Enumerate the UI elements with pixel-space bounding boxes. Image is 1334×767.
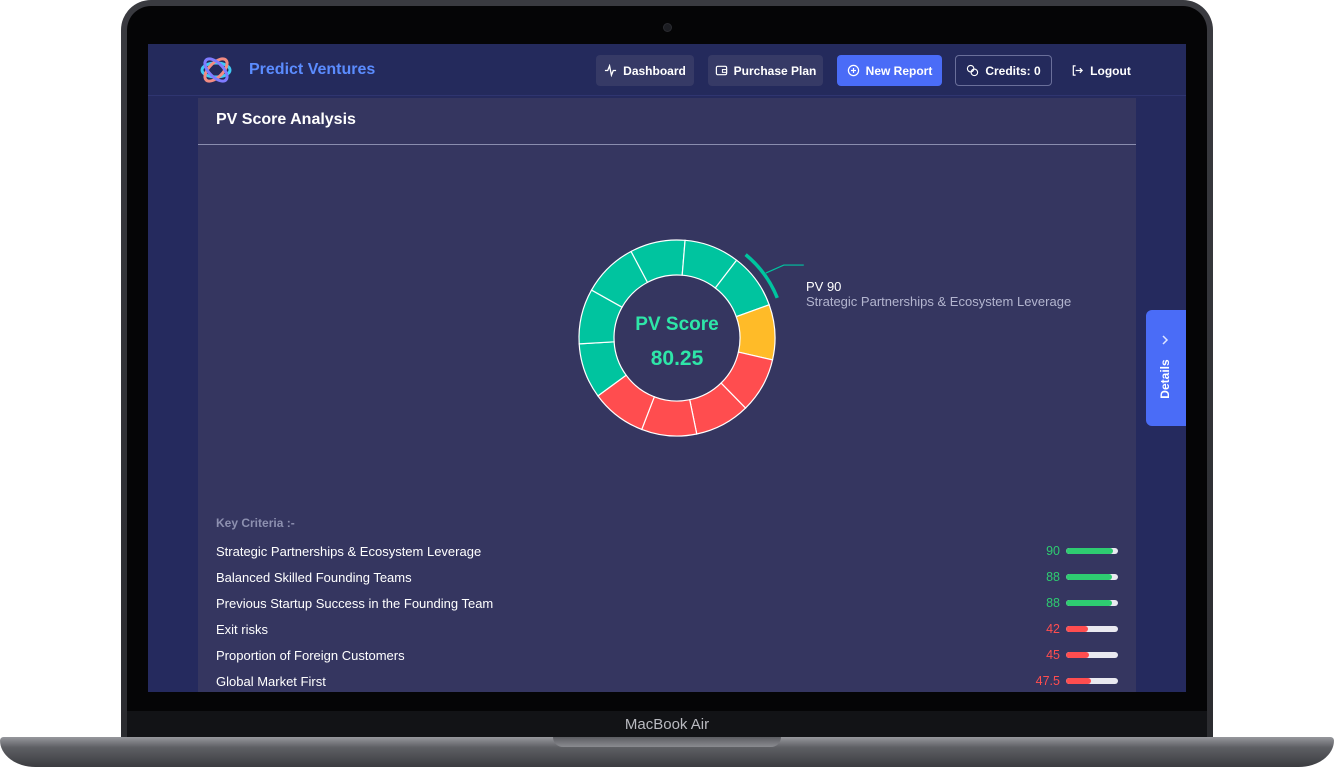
criteria-score: 42 (1046, 622, 1060, 636)
criteria-progress-fill (1066, 574, 1112, 580)
criteria-progress-bar (1066, 548, 1118, 554)
pv-score-gauge: PV Score 80.25 (558, 228, 848, 458)
criteria-name: Global Market First (216, 673, 326, 689)
credits-button[interactable]: Credits: 0 (955, 55, 1052, 86)
criteria-name: Strategic Partnerships & Ecosystem Lever… (216, 543, 482, 559)
gauge-segment[interactable] (590, 250, 649, 309)
new-report-button[interactable]: New Report (837, 55, 942, 86)
criteria-row: Previous Startup Success in the Founding… (216, 590, 1118, 616)
criteria-progress-fill (1066, 652, 1090, 658)
criteria-name: Exit risks (216, 621, 268, 637)
criteria-score: 47.5 (1035, 674, 1060, 688)
criteria-progress-bar (1066, 626, 1118, 632)
criteria-row: Proportion of Foreign Customers 45 (216, 642, 1118, 668)
criteria-progress-fill (1066, 626, 1088, 632)
dashboard-label: Dashboard (623, 63, 686, 78)
brand[interactable]: Predict Ventures (196, 53, 375, 87)
plus-circle-icon (847, 64, 859, 77)
card-title: PV Score Analysis (216, 111, 356, 128)
brand-name: Predict Ventures (249, 61, 376, 78)
criteria-progress-fill (1066, 678, 1091, 684)
divider (198, 144, 1136, 145)
laptop-notch (553, 737, 781, 747)
criteria-row: Exit risks 42 (216, 616, 1118, 642)
purchase-plan-button[interactable]: Purchase Plan (708, 55, 823, 86)
criteria-progress-fill (1066, 548, 1113, 554)
criteria-name: Proportion of Foreign Customers (216, 647, 405, 663)
gauge-value: 80.25 (650, 347, 704, 370)
criteria-row: Global Market First 47.5 (216, 668, 1118, 692)
gauge-active-arc (744, 253, 779, 299)
criteria-row: Strategic Partnerships & Ecosystem Lever… (216, 538, 1118, 564)
gauge-leader-line (765, 264, 804, 274)
criteria-progress-bar (1066, 678, 1118, 684)
criteria-row: Balanced Skilled Founding Teams 88 (216, 564, 1118, 590)
top-navbar: Predict Ventures Dashboard Purchase Plan… (148, 44, 1186, 96)
camera-icon (664, 24, 671, 31)
credits-label: Credits: 0 (985, 63, 1041, 78)
wallet-icon (715, 65, 727, 76)
criteria-score: 90 (1046, 544, 1060, 558)
criteria-progress-fill (1066, 600, 1112, 606)
dashboard-button[interactable]: Dashboard (596, 55, 694, 86)
new-report-label: New Report (865, 63, 933, 78)
gauge-chart (578, 239, 804, 437)
device-label: MacBook Air (624, 716, 710, 733)
laptop-chin (127, 711, 1207, 740)
pv-score-card: PV Score Analysis PV Score 80.25 PV 90 S… (198, 98, 1136, 692)
criteria-progress-bar (1066, 652, 1118, 658)
criteria-score: 88 (1046, 596, 1060, 610)
criteria-progress-bar (1066, 574, 1118, 580)
criteria-name: Previous Startup Success in the Founding… (216, 595, 494, 611)
app-screen: Predict Ventures Dashboard Purchase Plan… (148, 44, 1186, 692)
criteria-name: Balanced Skilled Founding Teams (216, 569, 412, 585)
criteria-progress-bar (1066, 600, 1118, 606)
coins-icon (967, 64, 979, 77)
details-tab[interactable]: Details (1146, 310, 1186, 426)
predict-ventures-logo-icon (200, 57, 232, 83)
gauge-callout-score: PV 90 (806, 279, 842, 294)
criteria-heading: Key Criteria :- (216, 516, 295, 530)
chevron-right-icon (1162, 335, 1169, 345)
criteria-list: Strategic Partnerships & Ecosystem Lever… (216, 538, 1118, 692)
logout-label: Logout (1090, 63, 1131, 78)
activity-icon (605, 64, 617, 77)
purchase-plan-label: Purchase Plan (733, 63, 817, 78)
gauge-callout-criterion: Strategic Partnerships & Ecosystem Lever… (806, 294, 1072, 309)
logout-icon (1072, 65, 1084, 76)
details-label: Details (1158, 359, 1172, 399)
gauge-title: PV Score (635, 314, 719, 335)
criteria-score: 88 (1046, 570, 1060, 584)
logout-button[interactable]: Logout (1066, 55, 1136, 86)
criteria-score: 45 (1046, 648, 1060, 662)
